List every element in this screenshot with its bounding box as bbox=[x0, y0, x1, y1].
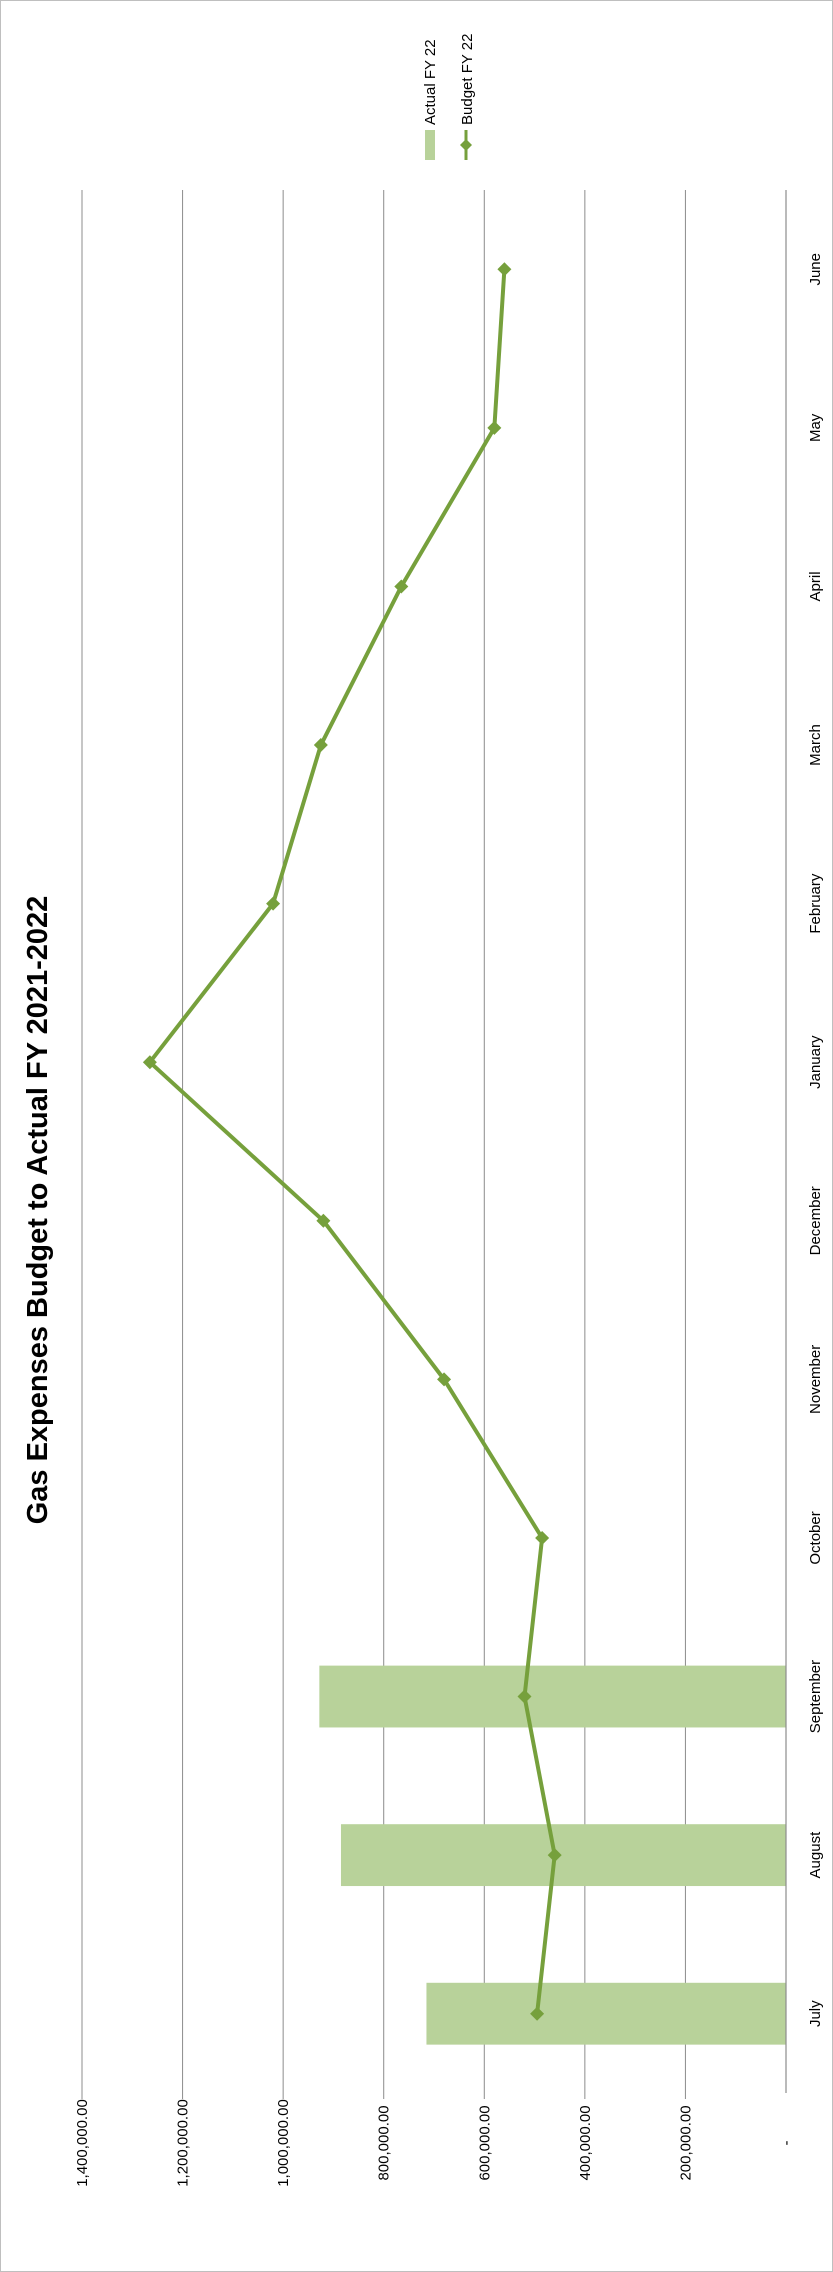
legend-swatch-actual bbox=[425, 130, 435, 160]
budget-line bbox=[142, 262, 562, 2021]
category-label: May bbox=[807, 413, 824, 442]
category-label: September bbox=[807, 1660, 824, 1733]
budget-marker bbox=[142, 1055, 157, 1070]
budget-marker bbox=[547, 1848, 562, 1863]
y-tick-label: 200,000.00 bbox=[677, 2105, 694, 2180]
budget-marker bbox=[530, 2006, 545, 2021]
budget-series-line bbox=[147, 269, 557, 2014]
category-label: January bbox=[807, 1035, 824, 1089]
category-label: November bbox=[807, 1345, 824, 1414]
budget-marker bbox=[437, 1372, 452, 1387]
gridlines bbox=[81, 190, 686, 2099]
axes: - 200,000.00 400,000.00 600,000.00 800,000.0… bbox=[74, 190, 824, 2187]
legend-label-actual: Actual FY 22 bbox=[422, 39, 439, 125]
category-label: April bbox=[807, 571, 824, 601]
legend: Actual FY 22 Budget FY 22 bbox=[422, 34, 476, 160]
actual-bars bbox=[319, 1665, 786, 2045]
category-label: December bbox=[807, 1186, 824, 1255]
budget-marker bbox=[266, 896, 281, 911]
y-tick-label: - bbox=[778, 2141, 795, 2146]
budget-marker bbox=[497, 262, 512, 277]
category-label: July bbox=[807, 2000, 824, 2027]
chart-title: Gas Expenses Budget to Actual FY 2021-20… bbox=[22, 896, 54, 1525]
budget-marker bbox=[535, 1530, 550, 1545]
y-tick-label: 600,000.00 bbox=[476, 2105, 493, 2180]
y-tick-label: 800,000.00 bbox=[376, 2105, 393, 2180]
budget-marker bbox=[517, 1689, 532, 1704]
category-label: March bbox=[807, 724, 824, 766]
category-label: June bbox=[807, 253, 824, 286]
category-label: February bbox=[807, 873, 824, 934]
actual-bar bbox=[426, 1982, 786, 2045]
legend-marker-budget bbox=[460, 139, 472, 151]
category-label: August bbox=[807, 1831, 824, 1879]
y-tick-label: 1,200,000.00 bbox=[175, 2099, 192, 2187]
budget-marker bbox=[316, 1213, 331, 1228]
y-tick-label: 1,000,000.00 bbox=[275, 2099, 292, 2187]
legend-label-budget: Budget FY 22 bbox=[459, 34, 476, 125]
budget-marker bbox=[394, 579, 409, 594]
budget-marker bbox=[487, 420, 502, 435]
y-tick-label: 400,000.00 bbox=[577, 2105, 594, 2180]
category-label: October bbox=[807, 1511, 824, 1564]
actual-bar bbox=[319, 1665, 786, 1728]
budget-marker bbox=[313, 738, 328, 753]
actual-bar bbox=[340, 1824, 786, 1887]
y-tick-label: 1,400,000.00 bbox=[74, 2099, 91, 2187]
